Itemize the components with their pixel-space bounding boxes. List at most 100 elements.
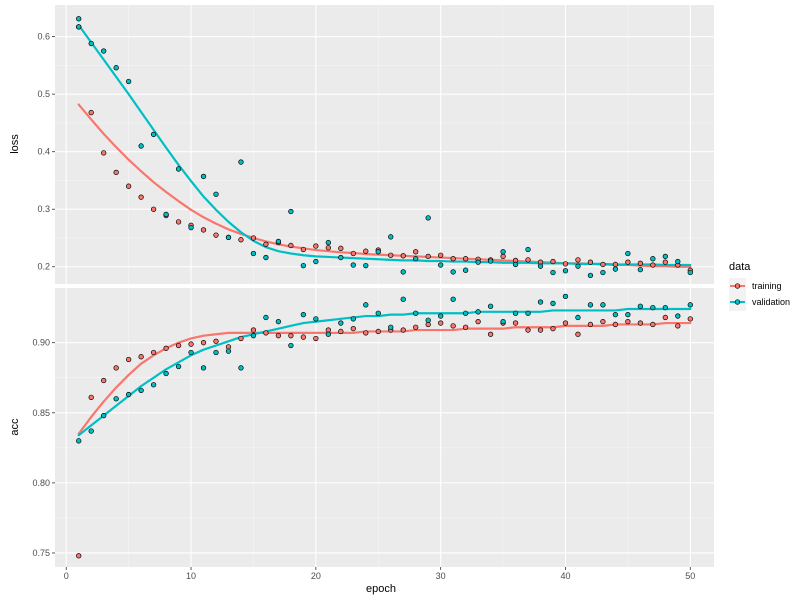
data-point-validation <box>562 293 569 300</box>
data-point-training <box>587 321 594 328</box>
data-point-training <box>637 320 644 326</box>
data-point-training <box>450 256 456 262</box>
data-point-training <box>325 245 331 251</box>
data-point-training <box>275 333 282 339</box>
data-point-validation <box>300 262 307 269</box>
data-point-validation <box>612 266 619 272</box>
data-point-validation <box>650 304 656 311</box>
data-point-validation <box>313 316 319 322</box>
data-point-validation <box>188 224 194 231</box>
data-point-validation <box>687 302 693 308</box>
data-point-validation <box>675 313 681 319</box>
data-point-validation <box>76 16 82 22</box>
data-point-validation <box>462 267 469 273</box>
data-point-validation <box>475 259 481 265</box>
data-point-training <box>200 340 207 346</box>
data-point-validation <box>375 310 381 316</box>
data-point-validation <box>238 159 244 165</box>
data-point-training <box>662 259 668 265</box>
data-point-validation <box>263 314 269 321</box>
data-point-training <box>537 327 544 333</box>
data-point-validation <box>150 131 157 138</box>
panel-acc: 0.75 0.80 0.85 0.90 <box>32 288 714 567</box>
data-point-training <box>263 241 269 247</box>
data-point-training <box>213 338 219 344</box>
x-tick-label: 10 <box>186 571 196 581</box>
data-point-validation <box>363 262 369 269</box>
data-point-validation <box>238 365 244 371</box>
data-point-training <box>525 257 531 263</box>
data-point-training <box>425 253 431 260</box>
data-point-training <box>550 258 556 265</box>
data-point-training <box>687 316 693 322</box>
data-point-training <box>150 349 157 356</box>
data-point-training <box>101 377 107 384</box>
data-point-validation <box>325 239 331 246</box>
data-point-validation <box>338 254 344 261</box>
data-point-validation <box>175 166 182 172</box>
data-point-training <box>413 324 419 330</box>
data-point-validation <box>200 365 207 371</box>
data-point-training <box>113 169 119 176</box>
data-point-validation <box>113 65 119 71</box>
data-point-training <box>76 553 82 559</box>
data-point-validation <box>275 319 282 325</box>
data-point-training <box>138 354 144 360</box>
data-point-validation <box>425 215 431 221</box>
data-point-training <box>388 252 394 258</box>
data-point-validation <box>300 311 307 318</box>
data-point-training <box>125 356 132 363</box>
data-point-training <box>487 331 494 337</box>
data-point-validation <box>163 370 169 377</box>
data-point-validation <box>163 211 169 218</box>
data-point-training <box>550 326 556 332</box>
y-axis-title-acc: acc <box>9 418 21 436</box>
y-tick-label: 0.4 <box>37 147 50 157</box>
data-point-training <box>150 206 157 212</box>
data-point-validation <box>338 320 344 326</box>
data-point-validation <box>675 258 681 265</box>
data-point-validation <box>225 348 232 354</box>
data-point-validation <box>500 319 506 325</box>
data-point-training <box>450 323 456 329</box>
data-point-validation <box>288 342 294 349</box>
data-point-validation <box>500 249 506 255</box>
data-point-training <box>375 328 381 335</box>
data-point-validation <box>175 363 182 370</box>
y-tick-label: 0.75 <box>32 548 50 558</box>
panel-background-acc <box>55 288 714 567</box>
data-point-training <box>101 150 107 156</box>
data-point-training <box>600 261 606 268</box>
data-point-training <box>575 331 581 337</box>
data-point-training <box>587 259 594 265</box>
data-point-training <box>188 341 194 347</box>
data-point-validation <box>113 396 119 402</box>
y-tick-label: 0.90 <box>32 338 50 348</box>
data-point-validation <box>213 349 219 356</box>
y-axis-title-loss: loss <box>9 134 21 154</box>
x-axis: epoch 0 10 20 30 40 50 <box>64 567 695 595</box>
data-point-training <box>525 327 531 333</box>
legend-key-point-validation <box>734 299 741 305</box>
data-point-training <box>213 232 219 238</box>
data-point-validation <box>450 296 456 302</box>
data-point-training <box>612 321 619 328</box>
data-point-training <box>313 243 319 249</box>
data-point-validation <box>537 263 544 269</box>
data-point-validation <box>400 296 406 302</box>
data-point-validation <box>275 238 282 245</box>
data-point-validation <box>88 40 94 47</box>
data-point-validation <box>76 24 82 30</box>
data-point-validation <box>612 311 619 318</box>
data-point-training <box>662 314 668 321</box>
data-point-validation <box>200 173 207 180</box>
data-point-validation <box>562 268 569 274</box>
data-point-training <box>238 335 244 342</box>
data-point-validation <box>101 412 107 419</box>
data-point-training <box>675 323 681 329</box>
data-point-validation <box>637 266 644 273</box>
data-point-training <box>113 365 119 371</box>
panel-loss: 0.2 0.3 0.4 0.5 0.6 <box>37 5 714 284</box>
data-point-validation <box>413 310 419 316</box>
